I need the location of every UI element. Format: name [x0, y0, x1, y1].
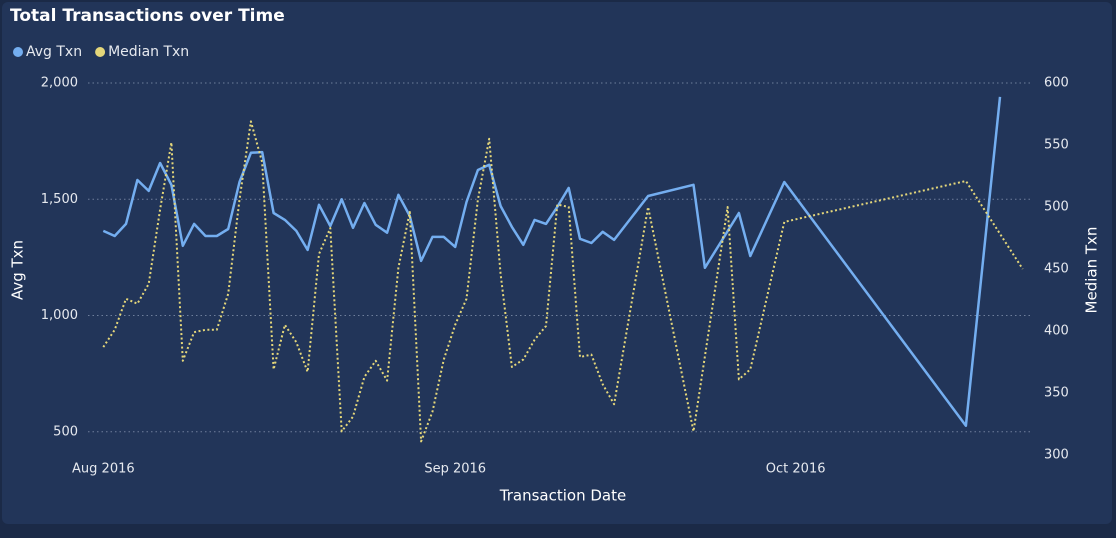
- chart-panel: [2, 2, 1112, 524]
- y-axis-title: Avg Txn: [9, 240, 27, 300]
- x-axis-title: Transaction Date: [499, 487, 626, 505]
- x-tick-label: Aug 2016: [72, 462, 135, 477]
- y-tick-label: 1,000: [41, 308, 78, 323]
- y2-tick-label: 300: [1044, 448, 1069, 463]
- series-line: [102, 120, 1024, 443]
- y2-axis-title: Median Txn: [1083, 227, 1101, 314]
- y-tick-label: 2,000: [41, 76, 78, 91]
- legend-marker: [13, 47, 23, 57]
- y2-tick-label: 400: [1044, 324, 1069, 339]
- legend-label: Avg Txn: [26, 44, 82, 60]
- series-line: [102, 96, 1002, 427]
- x-tick-label: Sep 2016: [424, 462, 486, 477]
- legend-label: Median Txn: [108, 44, 189, 60]
- y2-tick-label: 600: [1044, 76, 1069, 91]
- y2-tick-label: 350: [1044, 386, 1069, 401]
- y-tick-label: 500: [53, 424, 78, 439]
- y2-tick-label: 450: [1044, 262, 1069, 277]
- x-tick-label: Oct 2016: [766, 462, 826, 477]
- chart-title: Total Transactions over Time: [10, 6, 285, 26]
- y2-tick-label: 500: [1044, 200, 1069, 215]
- y2-tick-label: 550: [1044, 138, 1069, 153]
- y-tick-label: 1,500: [41, 192, 78, 207]
- legend-marker: [95, 47, 106, 57]
